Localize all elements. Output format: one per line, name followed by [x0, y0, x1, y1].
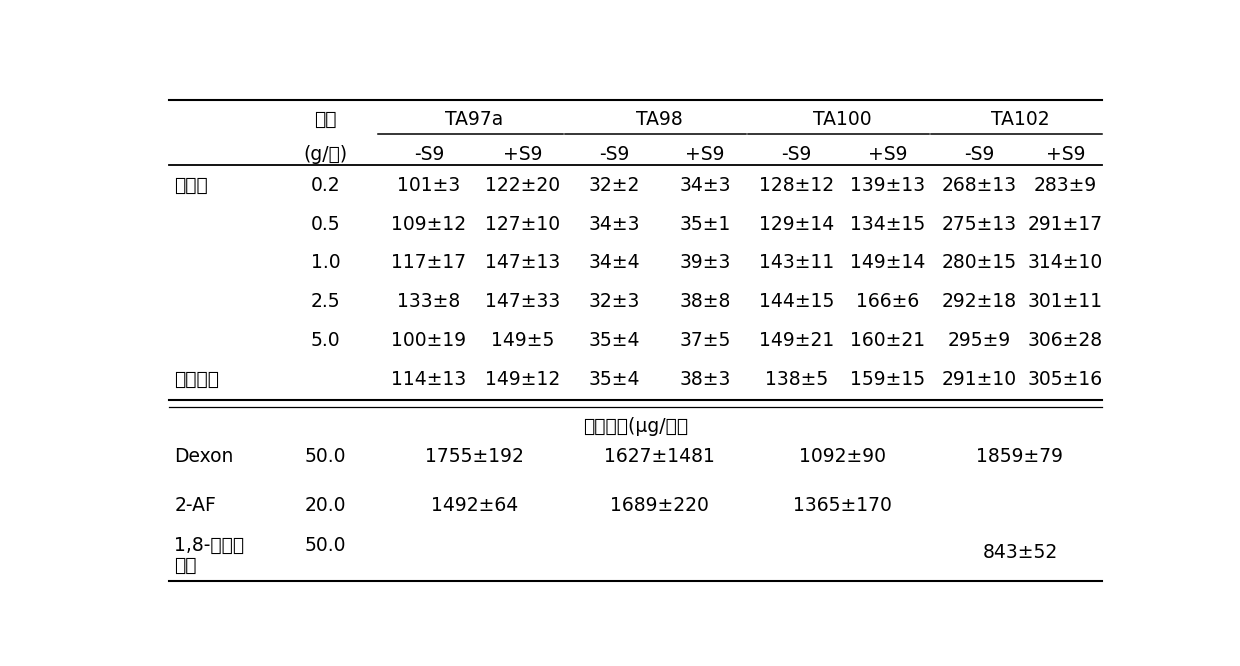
Text: 280±15: 280±15: [941, 254, 1017, 272]
Text: -S9: -S9: [781, 145, 812, 164]
Text: 1859±79: 1859±79: [976, 448, 1064, 466]
Text: 117±17: 117±17: [392, 254, 466, 272]
Text: 39±3: 39±3: [680, 254, 730, 272]
Text: 35±4: 35±4: [588, 370, 640, 390]
Text: 38±8: 38±8: [680, 292, 730, 312]
Text: 1689±220: 1689±220: [610, 496, 709, 515]
Text: TA102: TA102: [991, 111, 1049, 129]
Text: TA97a: TA97a: [445, 111, 503, 129]
Text: 128±12: 128±12: [759, 176, 835, 194]
Text: -S9: -S9: [414, 145, 444, 164]
Text: 292±18: 292±18: [941, 292, 1017, 312]
Text: 133±8: 133±8: [397, 292, 460, 312]
Text: 1365±170: 1365±170: [792, 496, 892, 515]
Text: 34±3: 34±3: [588, 214, 640, 234]
Text: 291±10: 291±10: [941, 370, 1017, 390]
Text: 283±9: 283±9: [1034, 176, 1097, 194]
Text: 149±14: 149±14: [851, 254, 925, 272]
Text: +S9: +S9: [503, 145, 542, 164]
Text: 5.0: 5.0: [311, 332, 341, 350]
Text: 32±2: 32±2: [588, 176, 640, 194]
Text: 50.0: 50.0: [305, 448, 346, 466]
Text: 受试物: 受试物: [174, 176, 208, 194]
Text: 1,8-二羟基: 1,8-二羟基: [174, 535, 244, 555]
Text: 1.0: 1.0: [311, 254, 341, 272]
Text: 295±9: 295±9: [947, 332, 1011, 350]
Text: 159±15: 159±15: [851, 370, 925, 390]
Text: 35±4: 35±4: [588, 332, 640, 350]
Text: 1092±90: 1092±90: [799, 448, 885, 466]
Text: 101±3: 101±3: [397, 176, 460, 194]
Text: TA100: TA100: [812, 111, 872, 129]
Text: 306±28: 306±28: [1028, 332, 1104, 350]
Text: (g/盘): (g/盘): [304, 145, 347, 164]
Text: 2.5: 2.5: [311, 292, 341, 312]
Text: 843±52: 843±52: [982, 543, 1058, 562]
Text: 50.0: 50.0: [305, 535, 346, 555]
Text: 143±11: 143±11: [759, 254, 835, 272]
Text: 138±5: 138±5: [765, 370, 828, 390]
Text: 149±21: 149±21: [759, 332, 835, 350]
Text: -S9: -S9: [599, 145, 629, 164]
Text: 1627±1481: 1627±1481: [604, 448, 715, 466]
Text: 139±13: 139±13: [851, 176, 925, 194]
Text: 剂量: 剂量: [314, 111, 337, 129]
Text: 129±14: 129±14: [759, 214, 835, 234]
Text: 127±10: 127±10: [485, 214, 560, 234]
Text: Dexon: Dexon: [174, 448, 233, 466]
Text: 314±10: 314±10: [1028, 254, 1104, 272]
Text: 122±20: 122±20: [485, 176, 560, 194]
Text: 阳性对照(μg/盘）: 阳性对照(μg/盘）: [583, 416, 688, 436]
Text: 134±15: 134±15: [851, 214, 925, 234]
Text: -S9: -S9: [963, 145, 994, 164]
Text: 37±5: 37±5: [680, 332, 730, 350]
Text: 1755±192: 1755±192: [425, 448, 525, 466]
Text: 34±4: 34±4: [588, 254, 640, 272]
Text: 32±3: 32±3: [588, 292, 640, 312]
Text: 268±13: 268±13: [941, 176, 1017, 194]
Text: 109±12: 109±12: [392, 214, 466, 234]
Text: 38±3: 38±3: [680, 370, 730, 390]
Text: 301±11: 301±11: [1028, 292, 1104, 312]
Text: 144±15: 144±15: [759, 292, 835, 312]
Text: 147±13: 147±13: [485, 254, 560, 272]
Text: 149±12: 149±12: [485, 370, 560, 390]
Text: 275±13: 275±13: [941, 214, 1017, 234]
Text: 305±16: 305±16: [1028, 370, 1104, 390]
Text: +S9: +S9: [868, 145, 908, 164]
Text: 1492±64: 1492±64: [432, 496, 518, 515]
Text: 34±3: 34±3: [680, 176, 730, 194]
Text: 100±19: 100±19: [392, 332, 466, 350]
Text: 20.0: 20.0: [305, 496, 346, 515]
Text: +S9: +S9: [686, 145, 725, 164]
Text: 蓴醇: 蓴醇: [174, 556, 197, 575]
Text: 291±17: 291±17: [1028, 214, 1104, 234]
Text: TA98: TA98: [636, 111, 683, 129]
Text: +S9: +S9: [1045, 145, 1085, 164]
Text: 2-AF: 2-AF: [174, 496, 216, 515]
Text: 0.5: 0.5: [311, 214, 341, 234]
Text: 35±1: 35±1: [680, 214, 730, 234]
Text: 147±33: 147±33: [485, 292, 560, 312]
Text: 166±6: 166±6: [856, 292, 919, 312]
Text: 160±21: 160±21: [851, 332, 925, 350]
Text: 0.2: 0.2: [311, 176, 341, 194]
Text: 114±13: 114±13: [392, 370, 466, 390]
Text: 自发回变: 自发回变: [174, 370, 219, 390]
Text: 149±5: 149±5: [491, 332, 554, 350]
